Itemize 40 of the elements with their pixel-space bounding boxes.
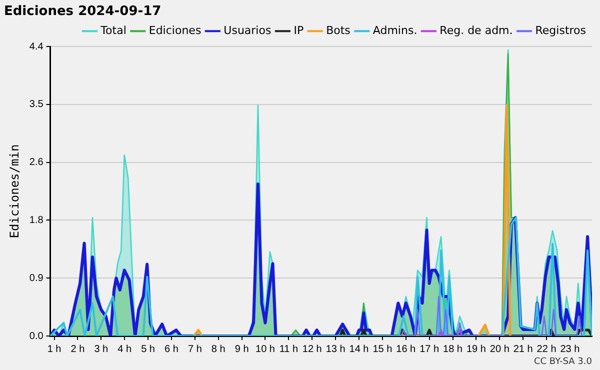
x-tick-label: 23 h <box>560 344 580 355</box>
y-tick-label: 0.9 <box>29 272 44 284</box>
x-tick-label: 15 h <box>372 344 392 355</box>
y-tick-label: 0.0 <box>29 330 44 342</box>
chart-title: Ediciones 2024-09-17 <box>4 4 162 20</box>
x-tick-label: 10 h <box>256 344 275 355</box>
x-tick-label: 20 h <box>490 344 510 355</box>
x-tick-label: 7 h <box>188 344 202 355</box>
x-tick-label: 19 h <box>466 344 486 355</box>
x-tick-label: 6 h <box>164 344 178 355</box>
x-tick-label: 16 h <box>396 344 416 355</box>
y-tick-label: 1.8 <box>29 214 44 226</box>
x-tick-label: 17 h <box>420 344 440 355</box>
legend-label: IP <box>294 24 304 37</box>
y-tick-label: 3.5 <box>29 99 44 110</box>
legend-label: Ediciones <box>148 24 202 37</box>
x-tick-label: 18 h <box>443 344 462 355</box>
legend-label: Total <box>100 24 126 37</box>
y-axis-title: Ediciones/min <box>7 144 22 238</box>
x-tick-label: 12 h <box>302 344 322 355</box>
x-tick-label: 11 h <box>279 344 298 355</box>
x-tick-label: 9 h <box>234 344 249 355</box>
x-tick-label: 2 h <box>70 344 85 355</box>
text: CC BY-SA 3.0 <box>534 356 592 367</box>
x-tick-label: 21 h <box>513 344 533 355</box>
x-tick-label: 4 h <box>118 344 132 355</box>
x-tick-label: 14 h <box>349 344 369 355</box>
x-tick-label: 5 h <box>141 344 155 355</box>
y-tick-label: 4.4 <box>29 41 44 52</box>
x-tick-label: 13 h <box>326 344 346 355</box>
legend-label: Usuarios <box>224 24 272 37</box>
legend-label: Registros <box>535 24 586 37</box>
y-tick-label: 2.6 <box>29 157 44 168</box>
x-tick-label: 22 h <box>536 344 556 355</box>
x-tick-label: 3 h <box>94 344 108 355</box>
x-tick-label: 1 h <box>47 344 62 355</box>
legend-label: Admins. <box>372 24 418 37</box>
legend-label: Reg. de adm. <box>440 24 513 37</box>
legend-label: Bots <box>326 24 351 37</box>
x-tick-label: 8 h <box>211 344 226 355</box>
